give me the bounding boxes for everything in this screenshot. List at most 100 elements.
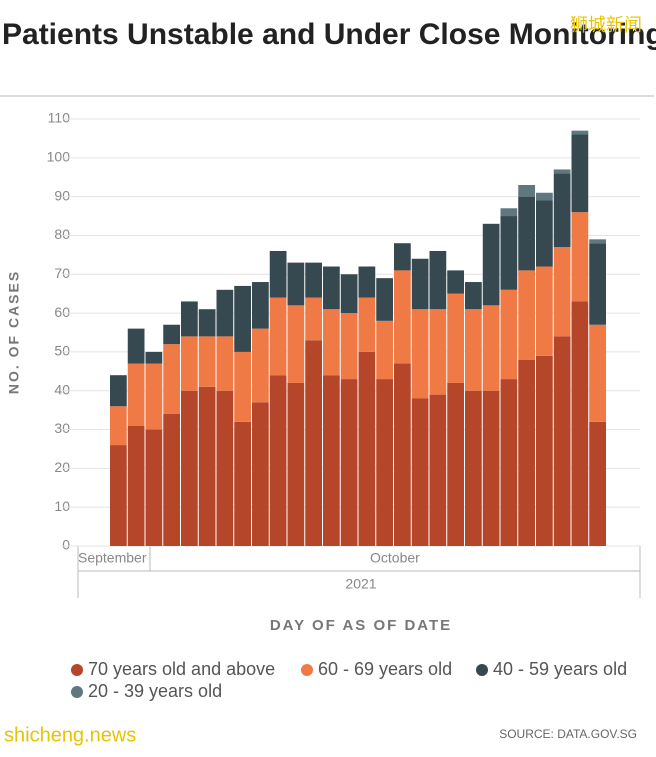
bar-segment [145, 363, 163, 430]
bar-segment [127, 363, 145, 426]
bar-segment [571, 212, 589, 302]
bar-segment [145, 429, 163, 546]
year-label: 2021 [345, 576, 376, 592]
bar-segment [216, 390, 234, 546]
bar-segment [376, 379, 393, 546]
bar-segment [518, 359, 535, 546]
bar-segment [411, 398, 429, 546]
bar-segment [110, 445, 127, 546]
bar-segment [536, 192, 553, 201]
bar-segment [145, 351, 163, 364]
bar-segment [234, 421, 251, 546]
bar-segment [198, 336, 216, 387]
y-axis-label: NO. OF CASES [6, 270, 22, 394]
bar-segment [198, 309, 216, 337]
y-tick-label: 20 [54, 459, 70, 475]
bar-segment [269, 375, 287, 546]
bar-segment [198, 386, 216, 546]
bar-segment [252, 402, 269, 546]
bar-segment [482, 390, 500, 546]
chart-title: Patients Unstable and Under Close Monito… [2, 18, 656, 51]
bar-segment [340, 379, 358, 546]
bar-segment [358, 297, 376, 352]
bar-segment [252, 328, 269, 403]
plot: 0 10 20 30 40 50 60 70 80 90 100 110 [47, 110, 640, 553]
site-watermark: shicheng.news [4, 724, 136, 746]
legend-label: 40 - 59 years old [493, 659, 627, 679]
bar-segment [500, 208, 518, 217]
bar-segment [465, 390, 482, 546]
bar-segment [518, 184, 535, 197]
bar-segment [252, 282, 269, 329]
month-label: September [78, 550, 147, 566]
month-label: October [370, 550, 420, 566]
bar-segment [340, 313, 358, 380]
bar-segment [323, 375, 340, 546]
bar-segment [305, 340, 322, 546]
bar-segment [589, 324, 606, 422]
bar-segment [216, 289, 234, 337]
bar-segment [340, 274, 358, 314]
bar-segment [163, 324, 180, 345]
bar-segment [269, 250, 287, 298]
legend-label: 70 years old and above [88, 659, 275, 679]
bar-segment [429, 309, 447, 395]
bar-segment [127, 425, 145, 546]
bar-segment [394, 270, 411, 364]
bar-segment [323, 266, 340, 310]
bar-segment [358, 351, 376, 546]
x-axis-box [77, 546, 641, 598]
legend-swatch [71, 664, 83, 676]
y-tick-label: 10 [54, 498, 70, 514]
legend-label: 60 - 69 years old [318, 659, 452, 679]
legend-swatch [71, 686, 83, 698]
bar-segment [181, 336, 198, 391]
bar-segment [376, 320, 393, 380]
legend-swatch [476, 664, 488, 676]
bar-segment [323, 309, 340, 376]
y-tick-label: 100 [47, 149, 71, 165]
bar-segment [553, 169, 571, 174]
bar-segment [571, 130, 589, 135]
bar-segment [500, 289, 518, 380]
bar-segment [110, 406, 127, 446]
legend-swatch [301, 664, 313, 676]
bar-segment [181, 301, 198, 337]
bar-segment [429, 394, 447, 546]
bar-segment [447, 293, 464, 383]
bar-segment [287, 382, 305, 546]
bar-segment [234, 351, 251, 422]
y-tick-label: 70 [54, 265, 70, 281]
bar-segment [429, 250, 447, 310]
bar-segment [571, 134, 589, 213]
bar-segment [394, 363, 411, 546]
bar-segment [500, 216, 518, 290]
bar-segment [553, 247, 571, 337]
bar-segment [536, 266, 553, 356]
bar-segment [234, 285, 251, 352]
bar-segment [589, 421, 606, 546]
bar-segment [110, 375, 127, 407]
bar-segment [571, 301, 589, 546]
bar-segment [358, 266, 376, 298]
source: SOURCE: DATA.GOV.SG [499, 727, 637, 741]
bar-segment [394, 243, 411, 271]
bar-segment [536, 355, 553, 546]
bar-segment [553, 173, 571, 248]
bar-segment [305, 262, 322, 298]
y-tick-label: 90 [54, 187, 70, 203]
bar-segment [447, 382, 464, 546]
bar-segment [287, 305, 305, 383]
bar-segment [163, 414, 180, 546]
bar-segment [518, 196, 535, 271]
bar-segment [163, 344, 180, 415]
bar-segment [553, 336, 571, 546]
bar-segment [127, 328, 145, 364]
y-tick-label: 80 [54, 226, 70, 242]
y-tick-label: 110 [48, 110, 71, 126]
bar-segment [518, 270, 535, 360]
legend-label: 20 - 39 years old [88, 681, 222, 701]
bar-segment [269, 297, 287, 376]
bar-segment [482, 223, 500, 306]
